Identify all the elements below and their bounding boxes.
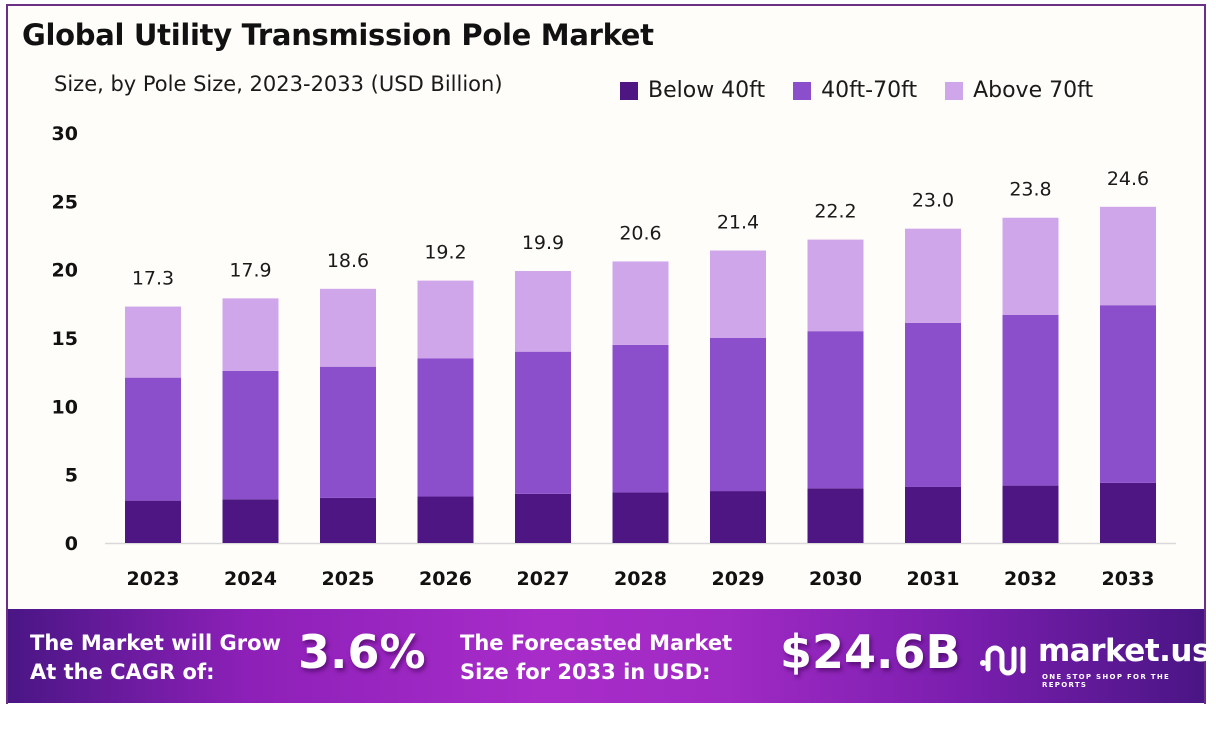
- legend-label: Above 70ft: [973, 78, 1094, 103]
- cagr-label: The Market will Grow At the CAGR of:: [30, 629, 281, 687]
- x-tick-label: 2030: [809, 568, 862, 590]
- bar-segment-40ft-70ft: [807, 331, 864, 489]
- legend-item-above-70ft: Above 70ft: [945, 78, 1093, 103]
- logo-tagline: ONE STOP SHOP FOR THE REPORTS: [1042, 673, 1171, 689]
- bar-total-label: 21.4: [717, 212, 759, 234]
- bar-segment-above-70ft: [612, 261, 669, 345]
- bar-segment-above-70ft: [807, 239, 864, 332]
- cagr-value: 3.6%: [298, 625, 426, 679]
- legend-item-40ft-70ft: 40ft-70ft: [793, 78, 917, 103]
- bar-segment-below-40ft: [905, 486, 961, 543]
- bar-segment-below-40ft: [710, 491, 766, 543]
- legend-swatch-40ft-70ft: [793, 81, 812, 100]
- bar-segment-above-70ft: [125, 306, 181, 378]
- bar-segment-above-70ft: [320, 288, 376, 367]
- bar-segment-40ft-70ft: [1002, 314, 1059, 486]
- bar-total-label: 18.6: [327, 250, 369, 272]
- legend-swatch-above-70ft: [945, 81, 964, 100]
- forecast-value: $24.6B: [780, 625, 961, 679]
- chart-title: Global Utility Transmission Pole Market: [22, 18, 654, 52]
- bar-total-label: 17.9: [229, 259, 271, 281]
- bar-total-label: 19.9: [522, 232, 564, 254]
- bar-segment-below-40ft: [417, 496, 474, 543]
- forecast-label-line2: Size for 2033 in USD:: [460, 660, 711, 684]
- bar-total-label: 23.8: [1009, 179, 1051, 201]
- bar-total-label: 17.3: [132, 268, 174, 290]
- bar-total-label: 22.2: [814, 201, 856, 223]
- bar-total-label: 23.0: [912, 190, 954, 212]
- bar-segment-40ft-70ft: [905, 322, 961, 487]
- x-tick-label: 2027: [517, 568, 570, 590]
- summary-banner: The Market will Grow At the CAGR of: 3.6…: [8, 609, 1210, 703]
- bar-segment-below-40ft: [1002, 485, 1059, 543]
- bar-segment-below-40ft: [320, 497, 376, 543]
- x-tick-label: 2023: [127, 568, 180, 590]
- bar-segment-40ft-70ft: [320, 366, 376, 498]
- y-tick-label: 5: [65, 465, 78, 487]
- stacked-bar-chart: 05101520253017.3202317.9202418.6202519.2…: [52, 123, 1176, 590]
- x-tick-label: 2031: [907, 568, 960, 590]
- y-tick-label: 0: [65, 533, 78, 555]
- y-tick-label: 25: [52, 191, 78, 213]
- bar-total-label: 19.2: [424, 242, 466, 264]
- legend-label: Below 40ft: [648, 78, 766, 103]
- x-tick-label: 2032: [1004, 568, 1057, 590]
- logo-name: market.us: [1038, 633, 1210, 669]
- bar-segment-40ft-70ft: [515, 351, 571, 494]
- x-tick-label: 2033: [1102, 568, 1155, 590]
- bar-segment-above-70ft: [1002, 217, 1059, 315]
- bar-segment-below-40ft: [515, 493, 571, 543]
- y-tick-label: 30: [52, 123, 78, 145]
- bar-segment-below-40ft: [125, 500, 181, 543]
- bar-total-label: 24.6: [1107, 168, 1149, 190]
- bar-segment-below-40ft: [222, 499, 279, 543]
- bar-segment-40ft-70ft: [222, 370, 279, 500]
- bar-segment-40ft-70ft: [1100, 305, 1156, 483]
- forecast-label-line1: The Forecasted Market: [460, 631, 733, 655]
- x-tick-label: 2029: [712, 568, 765, 590]
- bar-segment-above-70ft: [515, 271, 571, 352]
- bar-segment-above-70ft: [222, 298, 279, 371]
- bar-segment-below-40ft: [1100, 482, 1156, 543]
- chart-subtitle: Size, by Pole Size, 2023-2033 (USD Billi…: [54, 72, 503, 96]
- forecast-label: The Forecasted Market Size for 2033 in U…: [460, 629, 732, 687]
- bar-segment-above-70ft: [905, 228, 961, 323]
- bar-segment-above-70ft: [710, 250, 766, 338]
- bar-total-label: 20.6: [619, 222, 661, 244]
- bar-segment-40ft-70ft: [710, 338, 766, 492]
- legend-swatch-below-40ft: [620, 81, 638, 100]
- bar-segment-below-40ft: [807, 488, 864, 543]
- legend: Below 40ft 40ft-70ft Above 70ft: [620, 78, 1093, 103]
- x-tick-label: 2024: [224, 568, 277, 590]
- market-us-logo-icon: [978, 639, 1034, 688]
- bar-segment-above-70ft: [1100, 206, 1156, 306]
- bar-segment-40ft-70ft: [125, 377, 181, 501]
- bar-segment-40ft-70ft: [417, 358, 474, 497]
- legend-label: 40ft-70ft: [821, 78, 918, 103]
- x-tick-label: 2028: [614, 568, 667, 590]
- x-tick-label: 2025: [322, 568, 375, 590]
- bar-segment-above-70ft: [417, 280, 474, 359]
- bar-segment-40ft-70ft: [612, 344, 669, 493]
- legend-item-below-40ft: Below 40ft: [620, 78, 765, 103]
- y-tick-label: 10: [52, 396, 78, 418]
- y-tick-label: 15: [52, 328, 78, 350]
- x-tick-label: 2026: [419, 568, 472, 590]
- bar-segment-below-40ft: [612, 492, 669, 543]
- y-tick-label: 20: [52, 260, 78, 282]
- cagr-label-line2: At the CAGR of:: [30, 660, 215, 684]
- cagr-label-line1: The Market will Grow: [30, 631, 281, 655]
